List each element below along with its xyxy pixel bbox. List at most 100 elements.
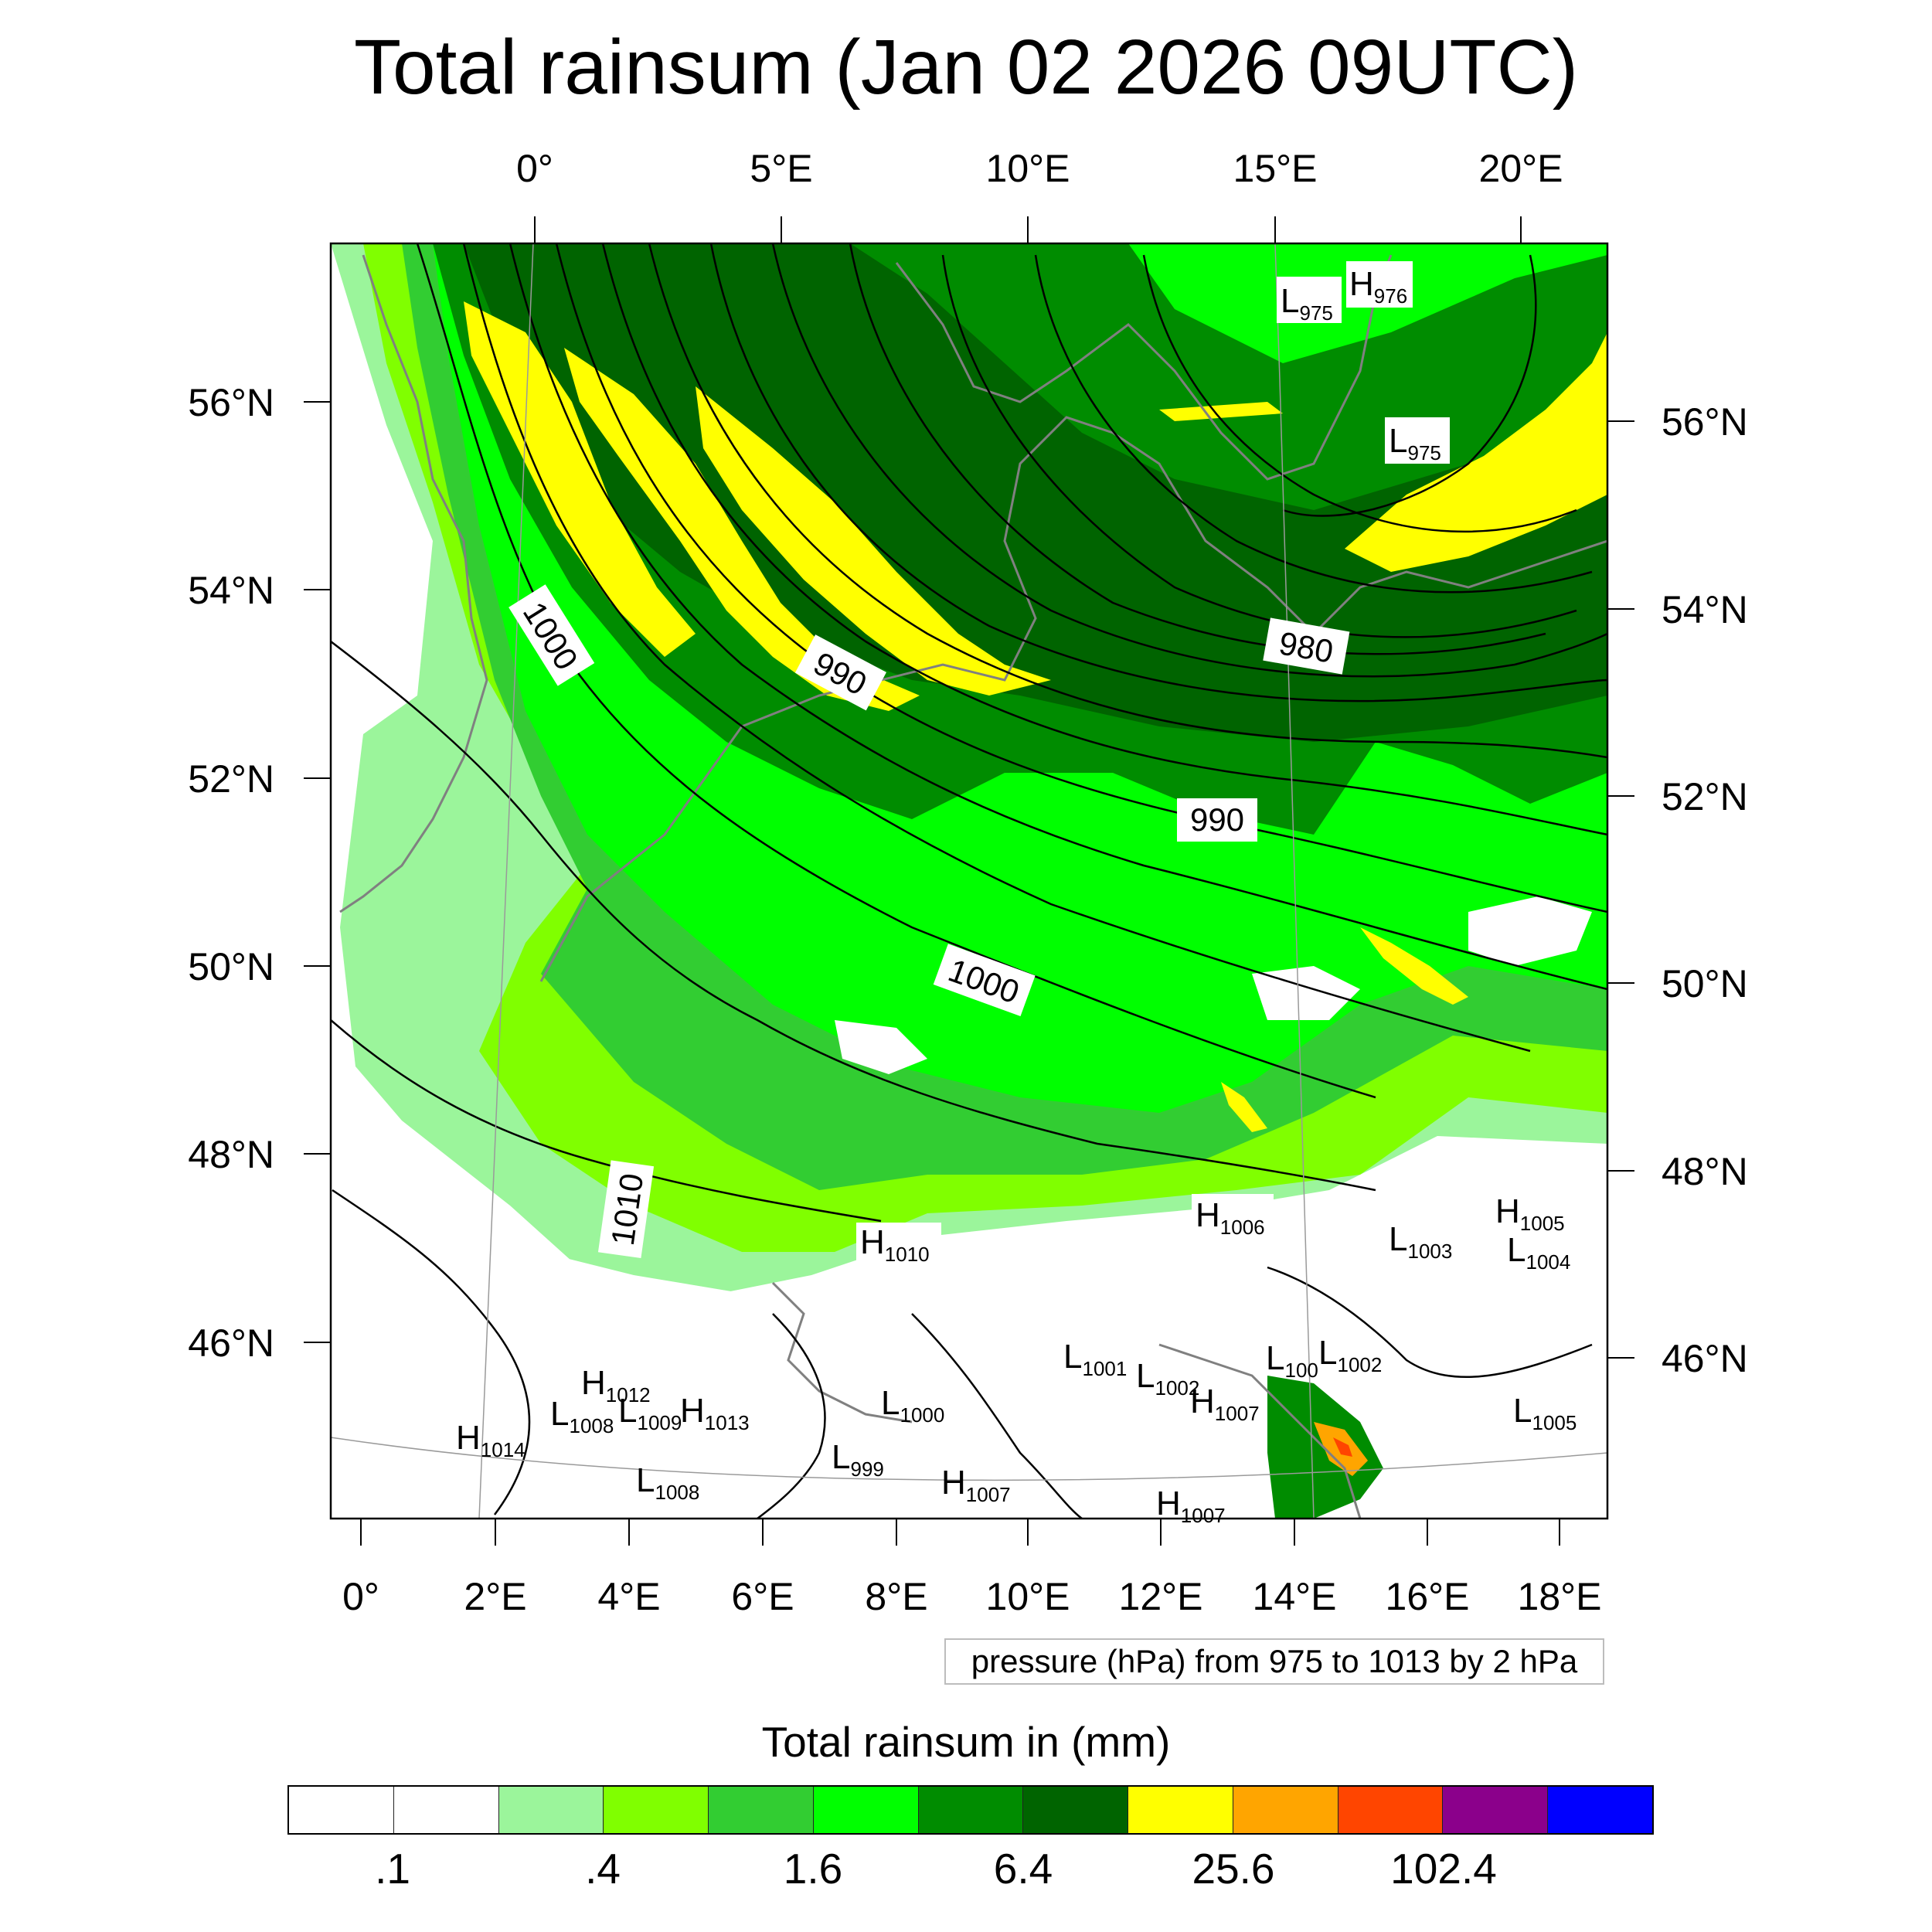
colorbar-box — [1128, 1787, 1233, 1833]
bottom-lon-label: 16°E — [1386, 1575, 1470, 1618]
rain-area-yellow-2 — [564, 348, 920, 711]
top-lon-label: 5°E — [750, 147, 812, 190]
bottom-lon-label: 4°E — [597, 1575, 660, 1618]
bottom-lon-label: 12°E — [1119, 1575, 1203, 1618]
top-lon-labels: 0° 5°E 10°E 15°E 20°E — [516, 147, 1563, 190]
svg-text:H976: H976 — [1349, 265, 1407, 308]
colorbar-label: .4 — [585, 1845, 621, 1893]
pressure-system-label: L1005 — [1513, 1392, 1577, 1434]
dry-patch-east — [1468, 896, 1592, 966]
isobars — [331, 243, 1607, 1519]
pressure-system-label: L100 — [1266, 1339, 1318, 1382]
pressure-system-label: H976 — [1346, 261, 1413, 308]
pressure-system-label: L1008 — [550, 1395, 614, 1437]
pressure-system-label: H1006 — [1192, 1194, 1274, 1242]
svg-text:H1006: H1006 — [1196, 1196, 1265, 1239]
pressure-system-label: L975 — [1277, 277, 1342, 325]
top-lon-label: 0° — [516, 147, 553, 190]
left-lat-label: 46°N — [188, 1321, 274, 1365]
pressure-system-label: L1002 — [1136, 1357, 1199, 1400]
pressure-system-labels: L975 H976 L975 H1006 H1005 L1003 L1004 H… — [456, 261, 1577, 1527]
right-lat-label: 54°N — [1662, 588, 1748, 631]
coast-scandinavia — [895, 254, 1393, 481]
colorbar-box — [918, 1787, 1024, 1833]
contour-label: 990 — [1190, 801, 1244, 838]
colorbar-box — [709, 1787, 814, 1833]
right-lat-labels: 56°N 54°N 52°N 50°N 48°N 46°N — [1662, 400, 1748, 1380]
pressure-system-label: H1005 — [1495, 1192, 1565, 1235]
dry-patch-west — [835, 1020, 927, 1074]
coastlines — [339, 254, 1607, 1519]
left-lat-label: 48°N — [188, 1133, 274, 1176]
bottom-lon-label: 10°E — [986, 1575, 1070, 1618]
colorbar-box — [393, 1787, 499, 1833]
bottom-lon-label: 18°E — [1518, 1575, 1602, 1618]
right-lat-label: 46°N — [1662, 1337, 1748, 1380]
pressure-system-label: H1010 — [856, 1223, 941, 1269]
svg-text:L975: L975 — [1389, 422, 1441, 464]
rain-area-yellow-7 — [1159, 402, 1283, 421]
bottom-lon-label: 6°E — [731, 1575, 794, 1618]
colorbar-label: 6.4 — [993, 1845, 1053, 1893]
pressure-system-label: L1004 — [1507, 1231, 1570, 1274]
contour-labels: 1000 990 980 990 1000 1010 — [509, 584, 1350, 1259]
coast-continent — [539, 416, 1607, 982]
rain-area-yellow-1 — [464, 301, 696, 657]
bottom-lon-label: 8°E — [865, 1575, 927, 1618]
pressure-system-label: H1007 — [1190, 1383, 1260, 1425]
rain-area-yellow-6 — [1221, 1082, 1267, 1132]
pressure-system-label: H1012 — [581, 1364, 651, 1406]
svg-text:H1010: H1010 — [860, 1223, 930, 1266]
colorbar-label: .1 — [375, 1845, 410, 1893]
bottom-lon-labels: 0° 2°E 4°E 6°E 8°E 10°E 12°E 14°E 16°E 1… — [342, 1575, 1601, 1618]
contour-info-box: pressure (hPa) from 975 to 1013 by 2 hPa — [944, 1638, 1604, 1685]
right-lat-label: 52°N — [1662, 775, 1748, 818]
colorbar-box — [1233, 1787, 1338, 1833]
pressure-system-label: L975 — [1385, 417, 1450, 464]
left-lat-labels: 56°N 54°N 52°N 50°N 48°N 46°N — [188, 381, 274, 1365]
rain-area-yellow-5 — [1360, 927, 1468, 1005]
rain-area-yellow-3 — [696, 386, 1051, 696]
colorbar-box — [1338, 1787, 1444, 1833]
pressure-system-label: L1003 — [1389, 1220, 1452, 1263]
colorbar-box — [813, 1787, 919, 1833]
colorbar-box — [289, 1787, 394, 1833]
pressure-system-label: L999 — [832, 1438, 884, 1481]
pressure-system-label: L1001 — [1063, 1338, 1127, 1380]
colorbar-title: Total rainsum in (mm) — [761, 1718, 1171, 1766]
dry-south — [331, 1206, 1267, 1519]
right-lat-label: 50°N — [1662, 962, 1748, 1005]
bottom-lon-label: 0° — [342, 1575, 379, 1618]
colorbar-label: 25.6 — [1192, 1845, 1275, 1893]
top-lon-label: 10°E — [986, 147, 1070, 190]
coast-ligurian — [771, 1281, 913, 1423]
left-lat-label: 56°N — [188, 381, 274, 424]
bottom-lon-label: 14°E — [1253, 1575, 1337, 1618]
left-lat-label: 54°N — [188, 569, 274, 612]
pressure-system-label: L1008 — [636, 1461, 699, 1504]
pressure-system-label: L1002 — [1318, 1334, 1382, 1376]
coast-adriatic — [1158, 1343, 1362, 1519]
map-frame — [329, 242, 1609, 1520]
pressure-system-label: H1013 — [680, 1392, 750, 1434]
colorbar — [287, 1785, 1654, 1835]
rain-area-alps-max — [1333, 1437, 1352, 1457]
colorbar-box — [604, 1787, 709, 1833]
svg-text:L975: L975 — [1281, 282, 1333, 325]
colorbar-box — [498, 1787, 604, 1833]
colorbar-label: 1.6 — [783, 1845, 843, 1893]
left-lat-label: 52°N — [188, 757, 274, 801]
map-title: Total rainsum (Jan 02 2026 09UTC) — [353, 24, 1579, 111]
colorbar-box — [1443, 1787, 1549, 1833]
pressure-system-label: H1014 — [456, 1419, 526, 1461]
pressure-system-label: H1007 — [1156, 1485, 1226, 1527]
colorbar-label: 102.4 — [1390, 1845, 1497, 1893]
bottom-lon-label: 2°E — [464, 1575, 526, 1618]
right-lat-label: 48°N — [1662, 1150, 1748, 1193]
pressure-system-label: L1000 — [881, 1384, 944, 1427]
tick-marks — [304, 216, 1634, 1546]
colorbar-box — [1023, 1787, 1129, 1833]
pressure-system-label: L1009 — [618, 1392, 682, 1434]
rain-area-yellow-4 — [1345, 332, 1607, 572]
